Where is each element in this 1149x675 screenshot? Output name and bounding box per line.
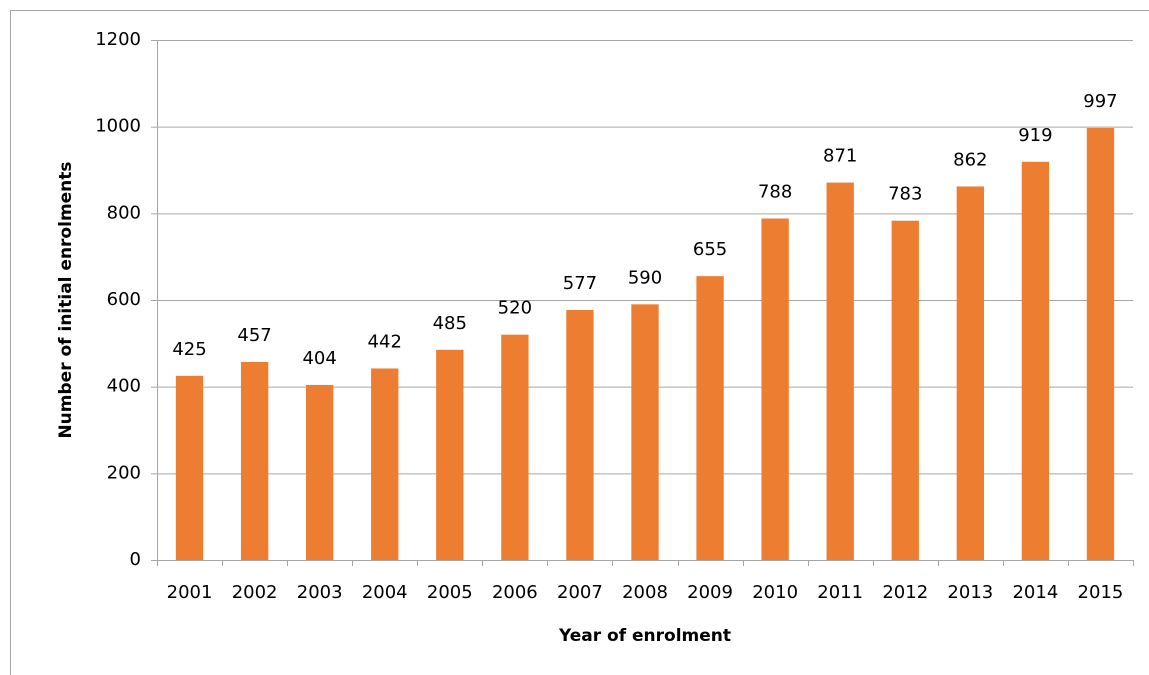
bar xyxy=(566,309,594,560)
data-label: 997 xyxy=(1083,91,1117,112)
bar xyxy=(436,349,464,560)
x-tick-label: 2012 xyxy=(882,582,928,603)
data-label: 862 xyxy=(953,149,987,170)
x-tick-label: 2002 xyxy=(232,582,278,603)
bar xyxy=(826,182,854,561)
data-label: 788 xyxy=(758,182,792,203)
y-tick-label: 0 xyxy=(130,549,141,570)
bar xyxy=(1021,161,1050,560)
bar xyxy=(696,276,724,560)
chart-border xyxy=(10,10,1149,675)
x-tick-label: 2005 xyxy=(427,582,473,603)
x-tick-label: 2004 xyxy=(362,582,408,603)
data-label: 520 xyxy=(498,298,532,319)
data-label: 442 xyxy=(368,331,402,352)
data-label: 871 xyxy=(823,146,857,167)
bar xyxy=(891,220,919,560)
x-tick-label: 2009 xyxy=(687,582,733,603)
x-tick-label: 2007 xyxy=(557,582,603,603)
bar xyxy=(501,334,529,560)
y-tick-label: 1000 xyxy=(95,116,141,137)
x-tick-label: 2003 xyxy=(297,582,343,603)
x-tick-label: 2001 xyxy=(167,582,213,603)
data-label: 485 xyxy=(433,313,467,334)
data-label: 919 xyxy=(1018,125,1052,146)
data-label: 783 xyxy=(888,184,922,205)
y-tick-label: 800 xyxy=(107,202,141,223)
x-axis-title: Year of enrolment xyxy=(558,626,731,646)
x-tick-label: 2008 xyxy=(622,582,668,603)
x-tick-label: 2014 xyxy=(1012,582,1058,603)
y-axis-title: Number of initial enrolments xyxy=(56,161,76,438)
y-tick-label: 1200 xyxy=(95,29,141,50)
data-label: 577 xyxy=(563,273,597,294)
y-tick-label: 600 xyxy=(107,289,141,310)
bar xyxy=(371,368,399,560)
bar xyxy=(1086,127,1115,560)
y-tick-label: 400 xyxy=(107,376,141,397)
bar xyxy=(956,186,984,560)
data-label: 404 xyxy=(302,348,336,369)
bar xyxy=(175,375,204,560)
data-label: 425 xyxy=(172,339,206,360)
bar xyxy=(761,218,789,561)
bar xyxy=(240,361,269,560)
x-tick-label: 2006 xyxy=(492,582,538,603)
bar xyxy=(306,384,334,560)
x-tick-label: 2013 xyxy=(947,582,993,603)
bar xyxy=(631,304,659,560)
data-label: 590 xyxy=(628,267,662,288)
x-tick-label: 2010 xyxy=(752,582,798,603)
data-label: 457 xyxy=(237,325,271,346)
data-label: 655 xyxy=(693,239,727,260)
x-tick-label: 2015 xyxy=(1078,582,1124,603)
x-tick-label: 2011 xyxy=(817,582,863,603)
y-tick-label: 200 xyxy=(107,462,141,483)
